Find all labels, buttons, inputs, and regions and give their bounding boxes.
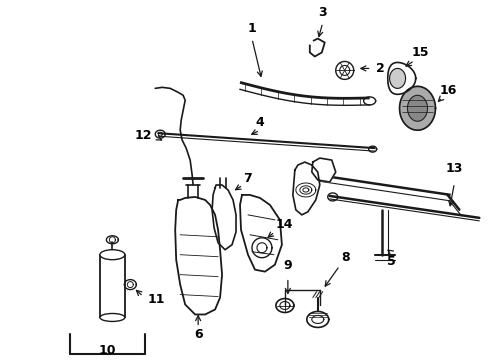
Text: 3: 3 xyxy=(318,6,326,19)
Polygon shape xyxy=(292,162,319,215)
Text: 12: 12 xyxy=(135,129,152,142)
Polygon shape xyxy=(407,95,427,121)
Text: 8: 8 xyxy=(341,251,349,264)
Text: 1: 1 xyxy=(247,22,256,35)
Text: 6: 6 xyxy=(193,328,202,341)
Text: 9: 9 xyxy=(283,258,292,272)
Ellipse shape xyxy=(100,250,124,260)
Polygon shape xyxy=(212,185,236,250)
Polygon shape xyxy=(240,195,281,272)
Text: 15: 15 xyxy=(411,46,428,59)
Text: 16: 16 xyxy=(439,84,456,97)
Text: 11: 11 xyxy=(147,293,164,306)
Polygon shape xyxy=(389,68,405,88)
Text: 10: 10 xyxy=(99,344,116,357)
Text: 14: 14 xyxy=(275,218,293,231)
Ellipse shape xyxy=(100,314,124,321)
Text: 2: 2 xyxy=(375,62,384,75)
Polygon shape xyxy=(175,197,222,315)
Text: 5: 5 xyxy=(386,255,395,268)
Polygon shape xyxy=(399,86,435,130)
Text: 7: 7 xyxy=(243,171,251,185)
Text: 13: 13 xyxy=(445,162,462,175)
Polygon shape xyxy=(387,62,415,94)
Bar xyxy=(100,255,125,318)
Polygon shape xyxy=(311,158,335,182)
Text: 4: 4 xyxy=(254,116,263,129)
